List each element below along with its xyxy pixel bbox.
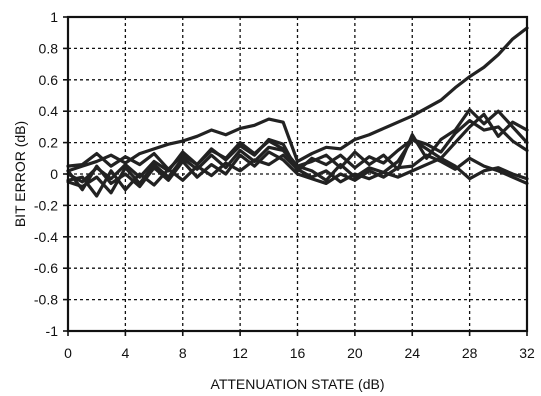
- x-tick-label: 12: [232, 345, 248, 361]
- x-tick-label: 16: [290, 345, 306, 361]
- x-axis-label: ATTENUATION STATE (dB): [211, 376, 385, 392]
- x-tick-label: 0: [64, 345, 72, 361]
- x-tick-label: 4: [121, 345, 129, 361]
- x-tick-label: 8: [179, 345, 187, 361]
- x-tick-label: 24: [404, 345, 420, 361]
- y-tick-label: 0.4: [39, 103, 59, 119]
- series-line-5: [66, 150, 529, 192]
- y-tick-label: 0.2: [39, 135, 59, 151]
- y-tick-label: -0.6: [34, 260, 58, 276]
- x-tick-label: 28: [462, 345, 478, 361]
- series-line-1: [66, 26, 529, 173]
- x-tick-label: 32: [519, 345, 535, 361]
- y-tick-label: -0.4: [34, 229, 58, 245]
- y-tick-label: 1: [50, 9, 58, 25]
- axis-ticks: 0 4 8 12 16 20 24 28 32 1 0.8 0.6 0.4 0.2 0 -0.2 -0.4 -0.…: [34, 9, 535, 361]
- y-tick-label: 0: [50, 166, 58, 182]
- x-tick-label: 20: [347, 345, 363, 361]
- y-axis-label: BIT ERROR (dB): [12, 121, 28, 227]
- y-tick-label: 0.8: [39, 40, 59, 56]
- y-tick-label: -0.2: [34, 197, 58, 213]
- series-line-6: [66, 153, 529, 198]
- series-lines: [66, 26, 529, 198]
- y-tick-label: 0.6: [39, 72, 59, 88]
- y-tick-label: -1: [46, 323, 59, 339]
- y-tick-label: -0.8: [34, 292, 58, 308]
